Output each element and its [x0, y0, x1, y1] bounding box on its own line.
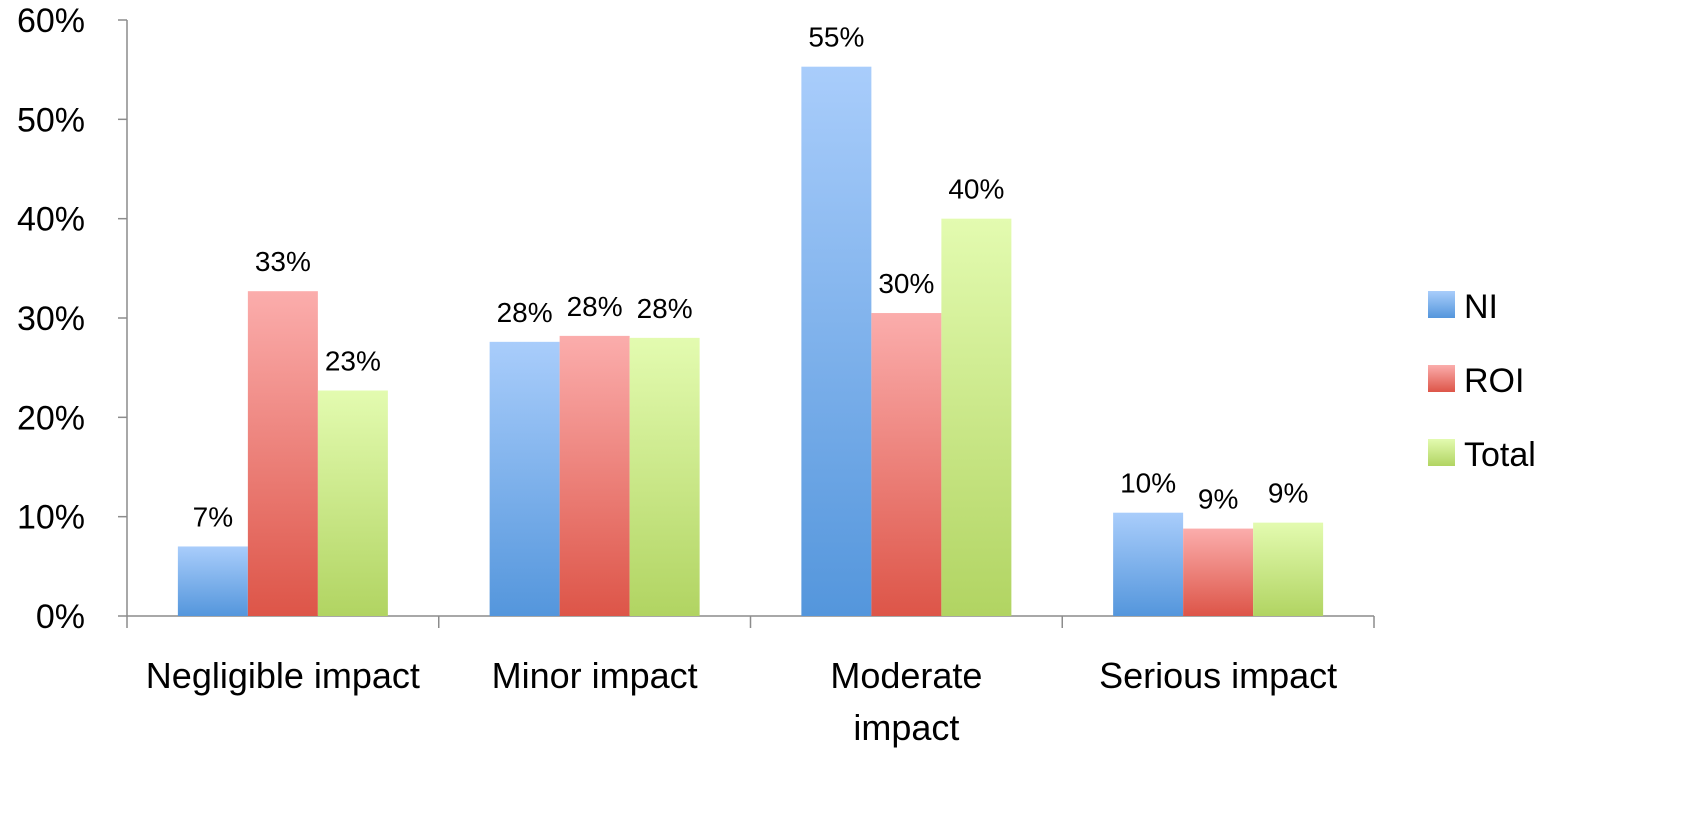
data-label: 10% — [1120, 468, 1176, 499]
bar-roi-3 — [1183, 528, 1254, 616]
legend-swatch-total — [1428, 439, 1455, 466]
data-label: 9% — [1268, 478, 1308, 509]
data-label: 30% — [878, 268, 934, 299]
y-tick-label: 20% — [17, 399, 85, 437]
bar-ni-0 — [177, 546, 248, 616]
y-tick-label: 10% — [17, 499, 85, 537]
x-tick-label: Minor impact — [492, 655, 698, 696]
data-label: 23% — [325, 346, 381, 377]
y-tick-label: 0% — [36, 598, 85, 636]
legend-label-ni: NI — [1464, 288, 1498, 326]
data-label: 9% — [1198, 484, 1238, 515]
bar-roi-1 — [559, 335, 630, 616]
legend-swatch-roi — [1428, 365, 1455, 392]
bar-total-1 — [629, 337, 700, 616]
legend: NI ROI Total — [1428, 288, 1536, 474]
data-label: 55% — [808, 22, 864, 53]
x-tick-label: Moderate impact — [830, 655, 982, 748]
bar-roi-0 — [247, 291, 318, 616]
legend-swatch-ni — [1428, 291, 1455, 318]
data-labels: 7% 33% 23% 28% 28% 28% 55% 30% 40% 10% 9% 9% — [193, 22, 1309, 533]
data-label: 7% — [193, 501, 233, 532]
data-label: 28% — [497, 297, 553, 328]
data-label: 28% — [637, 293, 693, 324]
data-label: 40% — [948, 174, 1004, 205]
bar-roi-2 — [871, 313, 942, 616]
y-tick-label: 60% — [17, 2, 85, 40]
data-label: 33% — [255, 246, 311, 277]
bar-ni-1 — [489, 341, 560, 616]
x-tick-label: Negligible impact — [146, 655, 420, 696]
x-tick-label: Serious impact — [1099, 655, 1337, 696]
legend-label-roi: ROI — [1464, 362, 1524, 400]
y-tick-label: 30% — [17, 300, 85, 338]
legend-label-total: Total — [1464, 436, 1536, 474]
bar-ni-3 — [1113, 512, 1184, 616]
bar-total-0 — [317, 390, 388, 616]
bar-total-3 — [1253, 522, 1324, 616]
y-axis: 0% 10% 20% 30% 40% 50% 60% — [17, 2, 128, 636]
data-label: 28% — [567, 291, 623, 322]
bars — [177, 66, 1324, 617]
bar-total-2 — [941, 218, 1012, 616]
y-tick-label: 50% — [17, 101, 85, 139]
x-axis: Negligible impact Minor impact Moderate imp… — [126, 615, 1375, 748]
y-tick-label: 40% — [17, 201, 85, 239]
bar-ni-2 — [801, 66, 872, 617]
